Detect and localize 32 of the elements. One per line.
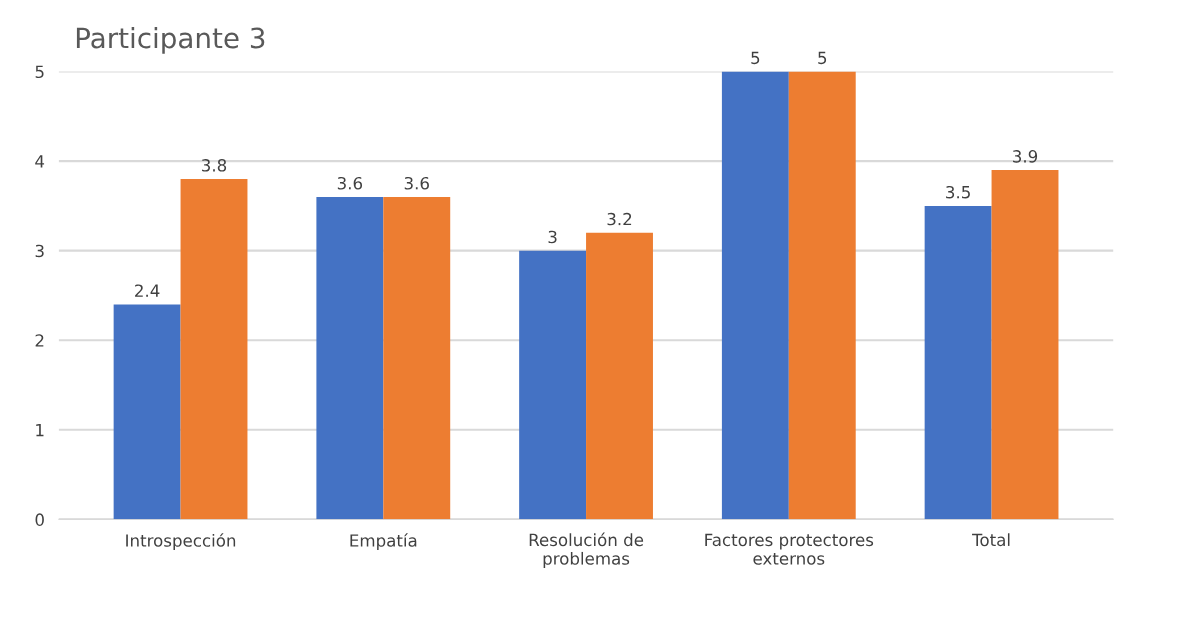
bar [788, 71, 856, 520]
x-tick-label: Resolución de problemas [529, 532, 644, 569]
data-label: 2.4 [135, 284, 160, 297]
bar [180, 179, 248, 520]
x-tick-label: Factores protectores externos [705, 533, 874, 565]
data-label: 3.9 [1013, 150, 1038, 163]
x-tick-label: Introspección [126, 533, 236, 551]
y-tick-label: 4 [35, 155, 45, 168]
data-label: 3.6 [404, 176, 429, 190]
y-tick-label: 2 [35, 334, 44, 347]
y-tick-label: 1 [36, 423, 44, 437]
data-label: 3.8 [202, 159, 227, 172]
bar [721, 71, 789, 520]
bar [383, 196, 451, 520]
bar [586, 232, 653, 520]
data-label: 5 [751, 51, 760, 65]
bar [519, 250, 587, 520]
chart-title: Participante 3 [76, 26, 265, 54]
data-label: 5 [818, 51, 827, 65]
bar [316, 196, 384, 520]
data-label: 3.5 [946, 185, 970, 199]
y-tick-label: 3 [35, 244, 44, 258]
data-label: 3.6 [337, 176, 363, 190]
bar [113, 304, 181, 520]
bar [991, 170, 1059, 520]
y-tick-label: 0 [35, 513, 44, 526]
y-tick-label: 5 [35, 65, 44, 79]
bar [924, 205, 992, 520]
data-label: 3.2 [607, 212, 632, 226]
data-label: 3 [548, 230, 557, 244]
x-tick-label: Empatía [350, 533, 417, 551]
x-tick-label: Total [972, 533, 1010, 547]
